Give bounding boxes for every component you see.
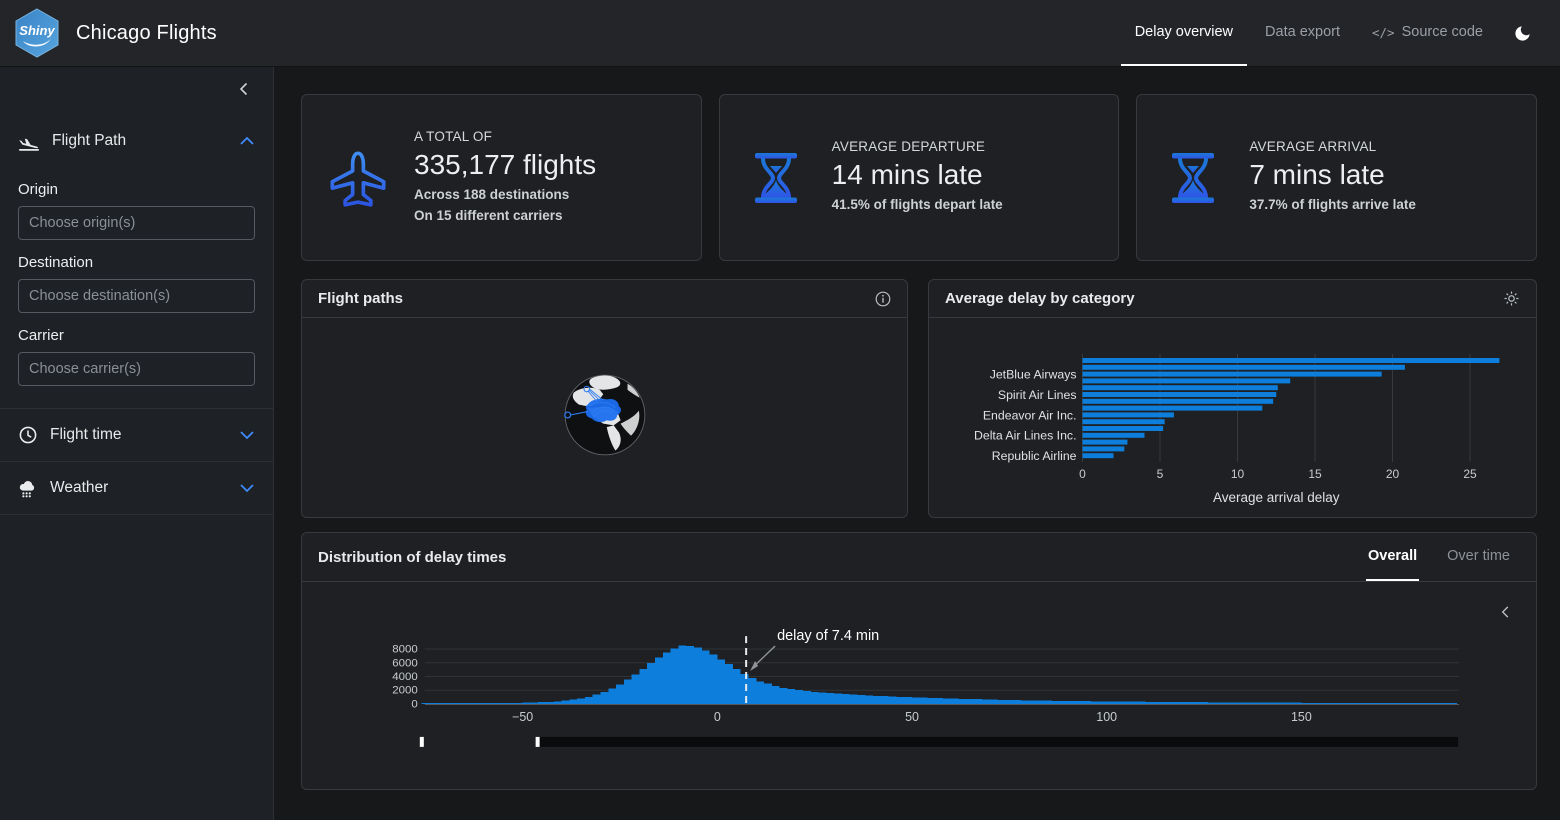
carrier-label: Carrier <box>18 327 64 344</box>
svg-text:15: 15 <box>1308 467 1322 481</box>
svg-text:6000: 6000 <box>392 657 418 669</box>
svg-text:0: 0 <box>1079 467 1086 481</box>
accordion-header-flight-path[interactable]: Flight Path <box>0 115 273 165</box>
valuebox-avg-arrival: AVERAGE ARRIVAL 7 mins late 37.7% of fli… <box>1136 94 1537 261</box>
average-delay-bar-chart[interactable]: 0 5 10 15 20 25 JetBlue Airways Spirit Air Line… <box>937 318 1528 512</box>
app-title: Chicago Flights <box>76 21 217 44</box>
svg-text:8000: 8000 <box>392 644 418 656</box>
svg-text:Spirit Air Lines: Spirit Air Lines <box>998 388 1077 402</box>
tab-label: Delay overview <box>1134 24 1234 40</box>
tab-over-time[interactable]: Over time <box>1447 548 1510 564</box>
chevron-up-icon <box>240 136 254 145</box>
tab-source-code[interactable]: </> Source code <box>1358 0 1497 66</box>
carrier-input[interactable] <box>18 352 255 386</box>
card-sidebar-toggle[interactable] <box>1499 604 1512 625</box>
svg-text:Shiny: Shiny <box>19 23 55 38</box>
svg-text:4000: 4000 <box>392 671 418 683</box>
tab-delay-overview[interactable]: Delay overview <box>1120 0 1248 66</box>
clock-icon <box>19 426 37 444</box>
svg-text:100: 100 <box>1096 710 1117 724</box>
origin-label: Origin <box>18 181 59 198</box>
brand: Shiny Chicago Flights <box>14 0 217 66</box>
svg-text:Delta Air Lines Inc.: Delta Air Lines Inc. <box>974 429 1077 443</box>
valuebox-subtitle: Across 188 destinations On 15 different … <box>414 187 570 223</box>
svg-text:25: 25 <box>1463 467 1477 481</box>
svg-text:Endeavor Air Inc.: Endeavor Air Inc. <box>983 408 1077 422</box>
nav-tabs: Delay overview Data export </> Source co… <box>1120 0 1497 66</box>
chevron-down-icon <box>240 431 254 440</box>
svg-text:−50: −50 <box>512 710 533 724</box>
shiny-logo: Shiny <box>15 8 59 58</box>
svg-text:Average arrival delay: Average arrival delay <box>1213 490 1340 505</box>
sidebar: Flight Path Origin Destination Carrier <box>0 67 274 820</box>
valuebox-subtitle: 41.5% of flights depart late <box>831 197 1003 213</box>
svg-text:Republic Airline: Republic Airline <box>992 449 1077 463</box>
avg-delay-card: Average delay by category 0 5 10 15 20 25 JetB… <box>928 279 1537 518</box>
card-title: Flight paths <box>318 290 403 307</box>
valuebox-avg-departure: AVERAGE DEPARTURE 14 mins late 41.5% of … <box>718 94 1120 261</box>
valuebox-subtitle: 37.7% of flights arrive late <box>1249 197 1416 213</box>
moon-icon <box>1515 25 1530 41</box>
svg-text:JetBlue Airways: JetBlue Airways <box>990 368 1077 382</box>
sidebar-collapse-button[interactable] <box>237 81 251 102</box>
code-icon: </> <box>1372 24 1395 40</box>
hourglass-icon <box>754 152 797 203</box>
svg-text:10: 10 <box>1231 467 1245 481</box>
valuebox-value: 14 mins late <box>831 159 983 191</box>
accordion-title: Weather <box>50 479 109 496</box>
svg-text:50: 50 <box>905 710 919 724</box>
tab-label: Data export <box>1265 24 1340 40</box>
main-content: A TOTAL OF 335,177 flights Across 188 de… <box>274 67 1560 820</box>
rangeslider-handle-left <box>419 736 424 747</box>
distribution-card: Distribution of delay times Overall Over… <box>301 532 1537 790</box>
valuebox-value: 335,177 flights <box>414 149 597 181</box>
info-icon[interactable] <box>875 291 891 307</box>
card-title: Distribution of delay times <box>318 548 507 566</box>
accordion-title: Flight Path <box>52 132 127 149</box>
cloud-rain-icon <box>19 481 35 498</box>
chevron-left-icon <box>239 82 248 96</box>
svg-text:5: 5 <box>1157 467 1164 481</box>
tab-data-export[interactable]: Data export <box>1251 0 1354 66</box>
origin-input[interactable] <box>18 206 255 240</box>
destination-input[interactable] <box>18 279 255 313</box>
navbar: Shiny Chicago Flights Delay overview Dat… <box>0 0 1560 67</box>
chevron-down-icon <box>240 484 254 493</box>
distribution-tabs: Overall Over time <box>1365 533 1512 581</box>
plane-departure-icon <box>19 138 39 151</box>
sidebar-section-flight-path: Flight Path Origin Destination Carrier <box>0 115 273 408</box>
accordion-header-weather[interactable]: Weather <box>0 462 273 514</box>
svg-text:0: 0 <box>714 710 721 724</box>
tab-overall[interactable]: Overall <box>1365 533 1420 581</box>
valuebox-title: AVERAGE DEPARTURE <box>831 139 986 155</box>
valuebox-title: A TOTAL OF <box>414 129 493 145</box>
accordion-title: Flight time <box>50 426 122 443</box>
valuebox-value: 7 mins late <box>1249 159 1385 191</box>
accordion-header-flight-time[interactable]: Flight time <box>0 409 273 461</box>
tab-label: Source code <box>1401 24 1483 40</box>
valuebox-title: AVERAGE ARRIVAL <box>1249 139 1377 155</box>
svg-text:delay of 7.4 min: delay of 7.4 min <box>777 628 879 644</box>
svg-text:2000: 2000 <box>392 685 418 697</box>
flight-paths-globe[interactable] <box>553 363 657 467</box>
hourglass-icon <box>1172 152 1215 203</box>
svg-text:150: 150 <box>1291 710 1312 724</box>
card-title: Average delay by category <box>945 290 1135 307</box>
flight-paths-card: Flight paths <box>301 279 908 518</box>
dark-mode-toggle[interactable] <box>1497 0 1536 66</box>
gear-icon[interactable] <box>1503 290 1520 307</box>
plane-icon <box>330 151 386 207</box>
destination-label: Destination <box>18 254 94 271</box>
rangeslider-handle-right <box>535 736 540 747</box>
svg-text:0: 0 <box>411 698 417 710</box>
svg-text:20: 20 <box>1386 467 1400 481</box>
chevron-left-icon <box>1501 606 1509 618</box>
valuebox-total-flights: A TOTAL OF 335,177 flights Across 188 de… <box>301 94 702 261</box>
